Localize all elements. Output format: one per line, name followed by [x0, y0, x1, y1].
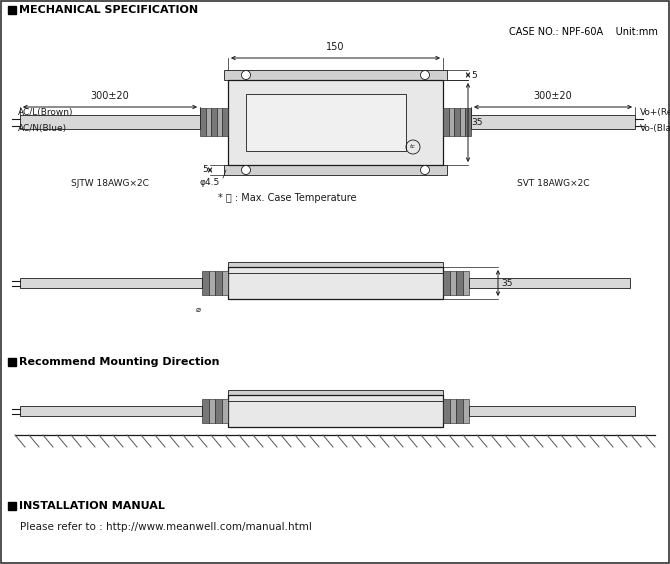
Text: MECHANICAL SPECIFICATION: MECHANICAL SPECIFICATION — [19, 5, 198, 15]
Text: 5: 5 — [471, 70, 477, 80]
Bar — [202, 271, 208, 295]
Text: Vo+(Red): Vo+(Red) — [640, 108, 670, 117]
Bar — [20, 115, 200, 129]
Text: Please refer to : http://www.meanwell.com/manual.html: Please refer to : http://www.meanwell.co… — [20, 522, 312, 532]
Text: 35: 35 — [471, 118, 482, 127]
Text: INSTALLATION MANUAL: INSTALLATION MANUAL — [19, 501, 165, 511]
Bar — [206, 108, 211, 136]
Bar — [450, 399, 456, 423]
Text: tc: tc — [410, 144, 416, 149]
Bar — [20, 278, 202, 288]
Bar — [202, 399, 208, 423]
Bar — [222, 399, 228, 423]
Text: 150: 150 — [326, 42, 345, 52]
Text: Vo-(Black): Vo-(Black) — [640, 124, 670, 133]
Bar — [471, 115, 635, 129]
Text: 300±20: 300±20 — [90, 91, 129, 101]
Bar — [211, 108, 217, 136]
Bar — [443, 108, 449, 136]
Bar — [469, 278, 630, 288]
Circle shape — [241, 165, 251, 174]
Circle shape — [241, 70, 251, 80]
Bar — [8, 6, 16, 14]
Text: 300±20: 300±20 — [533, 91, 572, 101]
Bar — [450, 271, 456, 295]
Bar — [228, 80, 443, 165]
Text: SJTW 18AWG×2C: SJTW 18AWG×2C — [71, 179, 149, 188]
Bar — [208, 399, 215, 423]
Bar — [8, 502, 16, 510]
Bar — [228, 262, 443, 267]
Bar — [217, 108, 222, 136]
Bar — [462, 271, 469, 295]
Text: φ4.5: φ4.5 — [200, 178, 220, 187]
Text: AC/N(Blue): AC/N(Blue) — [18, 124, 67, 133]
Bar — [224, 70, 447, 80]
Text: 35: 35 — [501, 279, 513, 288]
Bar — [215, 399, 222, 423]
Bar — [456, 271, 462, 295]
Bar — [228, 395, 443, 427]
Text: CASE NO.: NPF-60A    Unit:mm: CASE NO.: NPF-60A Unit:mm — [509, 27, 658, 37]
Circle shape — [421, 70, 429, 80]
Bar — [8, 358, 16, 366]
Bar — [222, 271, 228, 295]
Text: 5: 5 — [202, 165, 208, 174]
Bar — [222, 108, 228, 136]
Bar — [454, 108, 460, 136]
Circle shape — [421, 165, 429, 174]
Bar — [466, 108, 471, 136]
Text: Recommend Mounting Direction: Recommend Mounting Direction — [19, 357, 220, 367]
Bar — [456, 399, 462, 423]
Text: * Ⓢ : Max. Case Temperature: * Ⓢ : Max. Case Temperature — [218, 193, 356, 203]
Bar — [469, 406, 635, 416]
Bar — [246, 94, 406, 151]
Bar — [449, 108, 454, 136]
Bar — [228, 267, 443, 299]
Bar — [462, 399, 469, 423]
Text: SVT 18AWG×2C: SVT 18AWG×2C — [517, 179, 589, 188]
Bar — [443, 271, 450, 295]
Bar — [460, 108, 466, 136]
Bar — [215, 271, 222, 295]
Bar — [443, 399, 450, 423]
Bar — [200, 108, 206, 136]
Bar — [20, 406, 202, 416]
Text: ⌀: ⌀ — [196, 305, 200, 314]
Text: AC/L(Brown): AC/L(Brown) — [18, 108, 74, 117]
Bar — [228, 390, 443, 395]
Bar — [208, 271, 215, 295]
Bar — [224, 165, 447, 175]
